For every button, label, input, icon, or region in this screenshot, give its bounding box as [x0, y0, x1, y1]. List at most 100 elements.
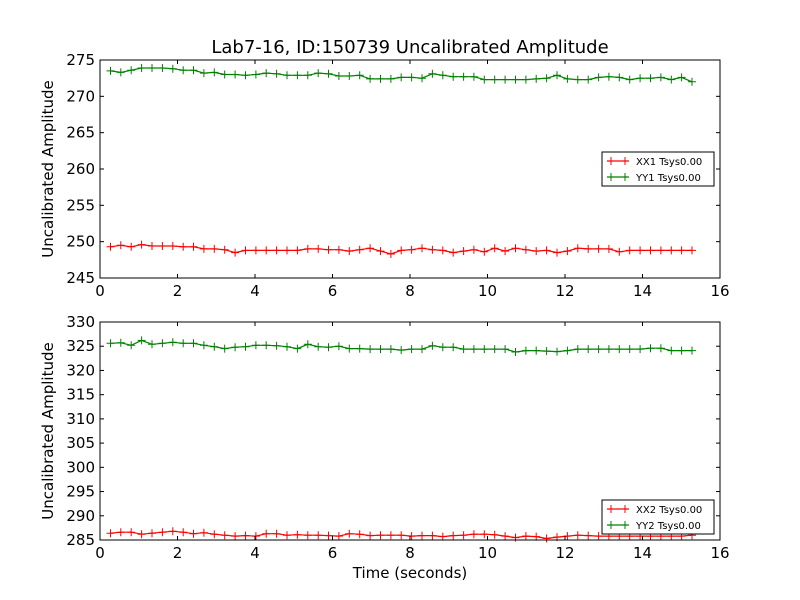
legend-marker — [610, 521, 626, 529]
data-point-xx2 — [469, 530, 478, 539]
data-point-xx1 — [148, 242, 156, 250]
data-point-xx2 — [148, 529, 156, 538]
x-tick-label: 0 — [95, 282, 105, 300]
upper-y-axis-label: Uncalibrated Amplitude — [39, 80, 57, 257]
data-point-xx2 — [542, 534, 551, 543]
data-point-xx1 — [272, 246, 281, 255]
lower-axes: 0 2 4 6 8 10 12 14 16 285 290 295 300 305 310 315 320 325… — [66, 313, 729, 562]
data-point-xx2 — [231, 532, 240, 541]
data-point-xx1 — [604, 244, 613, 253]
data-point-xx1 — [407, 245, 416, 254]
data-point-xx2 — [490, 530, 499, 539]
data-point-yy1 — [293, 71, 302, 80]
y-tick-label: 250 — [66, 233, 95, 251]
data-point-xx1 — [386, 250, 395, 258]
legend-marker — [610, 173, 626, 181]
data-point-xx1 — [625, 246, 634, 255]
y-tick-label: 300 — [66, 458, 95, 476]
data-point-xx1 — [158, 242, 167, 250]
y-tick-label: 255 — [66, 196, 95, 214]
data-point-yy2 — [231, 343, 240, 352]
data-point-yy2 — [625, 345, 634, 354]
data-point-xx2 — [179, 528, 188, 537]
data-point-yy2 — [106, 339, 115, 348]
data-point-xx2 — [521, 532, 530, 541]
data-point-xx2 — [407, 532, 416, 541]
data-point-xx1 — [584, 244, 593, 253]
data-point-xx2 — [573, 531, 582, 540]
data-point-yy2 — [573, 345, 582, 354]
data-point-yy1 — [521, 75, 530, 84]
data-point-xx1 — [199, 244, 208, 253]
data-point-xx2 — [272, 529, 281, 538]
data-point-yy2 — [158, 339, 167, 348]
upper-axes: 0 2 4 6 8 10 12 14 16 245 250 255 260 265 270 275 XX1 Ts… — [66, 51, 729, 300]
x-tick-label: 6 — [328, 544, 338, 562]
data-point-xx1 — [210, 244, 219, 253]
data-point-xx1 — [283, 246, 291, 255]
data-point-yy1 — [345, 72, 354, 80]
data-point-xx1 — [449, 248, 458, 257]
data-point-xx2 — [449, 531, 458, 540]
data-point-yy2 — [251, 341, 260, 350]
data-point-yy1 — [303, 71, 312, 80]
data-point-yy2 — [168, 338, 177, 347]
data-point-xx1 — [127, 242, 136, 251]
data-point-yy1 — [667, 75, 676, 84]
data-point-yy2 — [345, 344, 354, 353]
y-tick-label: 315 — [66, 386, 95, 404]
x-tick-label: 6 — [328, 282, 338, 300]
data-point-yy2 — [386, 345, 395, 354]
data-point-xx1 — [677, 246, 686, 255]
data-point-yy1 — [459, 72, 468, 81]
data-point-yy1 — [220, 70, 229, 79]
data-point-xx1 — [501, 247, 510, 256]
y-tick-label: 325 — [66, 337, 95, 355]
data-point-xx2 — [127, 528, 136, 537]
data-point-yy1 — [116, 68, 125, 77]
legend-label: XX2 Tsys0.00 — [636, 505, 702, 516]
data-point-xx1 — [116, 241, 125, 250]
y-tick-label: 270 — [66, 87, 95, 105]
x-tick-label: 14 — [633, 282, 652, 300]
y-tick-label: 265 — [66, 124, 95, 142]
data-point-yy1 — [428, 69, 437, 78]
y-tick-label: 310 — [66, 410, 95, 428]
data-point-yy2 — [210, 342, 219, 351]
data-point-xx1 — [480, 247, 489, 256]
data-point-yy2 — [501, 345, 510, 354]
data-point-yy2 — [397, 346, 406, 355]
data-point-yy1 — [573, 75, 582, 84]
x-tick-label: 16 — [710, 282, 729, 300]
data-point-yy1 — [677, 73, 686, 82]
data-point-yy2 — [584, 345, 593, 354]
data-point-yy1 — [604, 72, 613, 81]
data-point-yy2 — [594, 345, 603, 354]
data-point-yy2 — [116, 338, 125, 347]
data-point-yy2 — [366, 345, 375, 354]
data-point-xx1 — [376, 247, 385, 256]
y-tick-label: 305 — [66, 434, 95, 452]
data-point-xx1 — [220, 245, 229, 254]
data-point-yy2 — [615, 345, 624, 354]
data-point-xx2 — [459, 531, 468, 540]
data-point-xx1 — [314, 244, 323, 253]
data-point-xx2 — [428, 531, 437, 540]
data-point-xx1 — [646, 246, 655, 255]
data-point-yy2 — [283, 342, 291, 351]
data-point-xx1 — [293, 246, 302, 255]
data-point-yy2 — [199, 341, 208, 350]
data-point-xx2 — [158, 528, 167, 537]
data-point-yy2 — [459, 345, 468, 354]
data-point-yy2 — [324, 343, 333, 352]
legend-label: YY1 Tsys0.00 — [635, 173, 701, 184]
legend-marker — [610, 505, 626, 513]
x-axis-label: Time (seconds) — [352, 564, 468, 582]
data-point-yy2 — [376, 345, 385, 354]
legend-box — [601, 499, 715, 535]
data-point-xx1 — [179, 242, 188, 251]
data-point-yy2 — [532, 346, 541, 355]
data-point-yy1 — [490, 75, 499, 84]
data-point-yy2 — [148, 340, 156, 349]
